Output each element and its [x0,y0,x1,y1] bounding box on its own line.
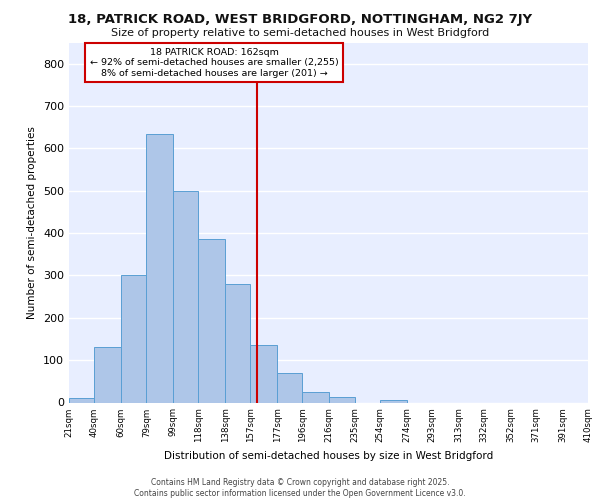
Bar [69,398,94,402]
Bar [199,240,225,402]
Text: Contains HM Land Registry data © Crown copyright and database right 2025.
Contai: Contains HM Land Registry data © Crown c… [134,478,466,498]
Text: Size of property relative to semi-detached houses in West Bridgford: Size of property relative to semi-detach… [111,28,489,38]
X-axis label: Distribution of semi-detached houses by size in West Bridgford: Distribution of semi-detached houses by … [164,450,493,460]
Bar [250,346,277,403]
Y-axis label: Number of semi-detached properties: Number of semi-detached properties [28,126,37,319]
Bar [94,348,121,403]
Bar [225,284,250,403]
Bar [302,392,329,402]
Bar [329,397,355,402]
Bar [173,190,199,402]
Bar [121,276,146,402]
Bar [380,400,407,402]
Bar [146,134,173,402]
Bar [277,373,302,402]
Text: 18 PATRICK ROAD: 162sqm
← 92% of semi-detached houses are smaller (2,255)
8% of : 18 PATRICK ROAD: 162sqm ← 92% of semi-de… [90,48,338,78]
Text: 18, PATRICK ROAD, WEST BRIDGFORD, NOTTINGHAM, NG2 7JY: 18, PATRICK ROAD, WEST BRIDGFORD, NOTTIN… [68,12,532,26]
